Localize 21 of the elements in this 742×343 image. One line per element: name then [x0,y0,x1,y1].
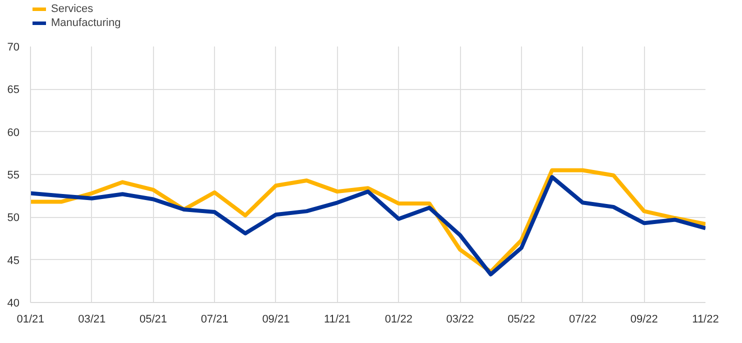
x-tick-label: 05/22 [508,314,536,326]
x-tick-label: 11/22 [692,314,719,326]
y-tick-label: 65 [7,84,20,96]
y-tick-label: 60 [7,126,20,139]
x-tick-label: 05/21 [139,314,167,326]
y-tick-label: 50 [7,212,20,224]
y-tick-label: 45 [7,254,20,267]
x-tick-label: 07/21 [200,314,228,326]
legend-label: Manufacturing [51,16,121,30]
x-tick-label: 03/22 [446,314,474,326]
x-tick-label: 09/21 [262,314,290,326]
x-tick-label: 09/22 [630,314,658,326]
y-tick-label: 40 [7,298,20,310]
x-tick-label: 01/21 [16,314,44,326]
y-tick-label: 70 [7,42,20,54]
y-tick-label: 55 [7,170,20,182]
legend-label: Services [51,2,94,16]
x-tick-label: 01/22 [384,314,412,326]
x-tick-label: 03/21 [78,314,106,326]
x-tick-label: 07/22 [569,314,597,326]
x-tick-label: 11/21 [324,314,351,326]
